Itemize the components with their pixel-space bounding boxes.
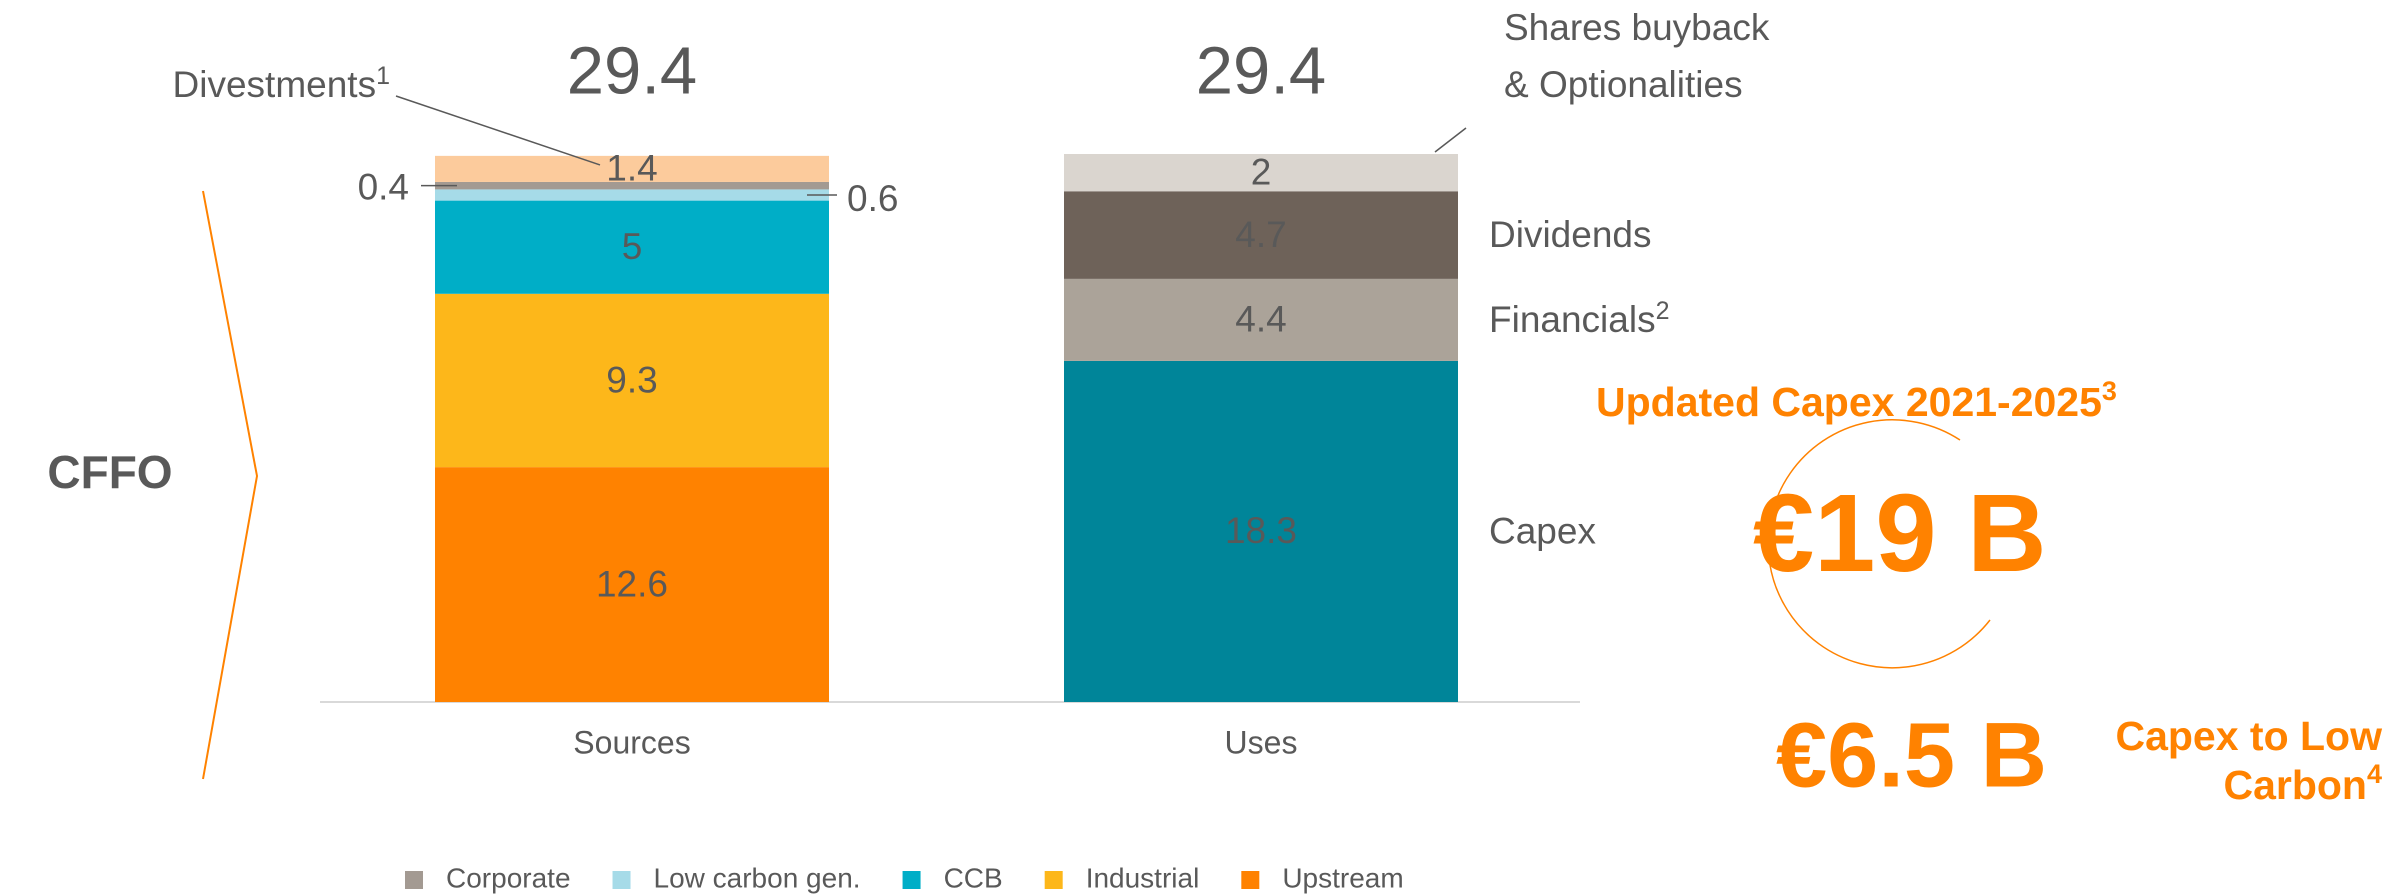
- total-label: 29.4: [1196, 34, 1326, 109]
- series-label: Financials2: [1489, 297, 1669, 340]
- data-label: 0.4: [358, 166, 409, 207]
- low-carbon-label: Carbon4: [2223, 759, 2382, 808]
- low-carbon-label-text: Carbon: [2223, 762, 2367, 808]
- bar-segment: [435, 293, 829, 468]
- data-label: 12.6: [596, 563, 668, 604]
- bar-segment: [1064, 154, 1458, 192]
- legend-swatch: [902, 871, 921, 889]
- legend-label: Industrial: [1086, 862, 1200, 893]
- leader-line: [395, 95, 601, 166]
- series-label-text: Financials: [1489, 299, 1656, 340]
- footnote: 1: [376, 62, 390, 90]
- capex-title: Updated Capex 2021-20253: [1596, 376, 2117, 425]
- cffo-bracket: [202, 190, 259, 780]
- legend-swatch: [1044, 871, 1063, 889]
- series-label: Divestments1: [173, 62, 390, 105]
- capex-value: €19 B: [1753, 472, 2047, 595]
- data-label: 5: [622, 226, 643, 267]
- leader-line: [1434, 127, 1467, 153]
- bar-segment: [1064, 360, 1458, 702]
- data-label: 2: [1251, 151, 1272, 192]
- data-label: 1.4: [606, 148, 657, 189]
- bar-segment: [435, 200, 829, 294]
- bar-segment: [1064, 191, 1458, 279]
- legend-label: CCB: [944, 862, 1003, 893]
- data-label: 9.3: [606, 359, 657, 400]
- legend-swatch: [405, 871, 423, 889]
- series-label-text: Capex: [1489, 510, 1596, 551]
- legend-swatch: [612, 871, 631, 889]
- data-label: 4.7: [1235, 214, 1286, 255]
- series-label-text: Divestments: [173, 64, 377, 105]
- data-label: 18.3: [1225, 510, 1297, 551]
- bar-segment: [435, 189, 829, 201]
- footnote: 3: [2102, 376, 2117, 406]
- series-label: Capex: [1489, 510, 1596, 551]
- footnote: 4: [2367, 759, 2382, 789]
- series-label: Dividends: [1489, 214, 1651, 255]
- footnote: 2: [1656, 297, 1670, 325]
- bar-segment: [435, 467, 829, 702]
- cffo-label: CFFO: [47, 446, 172, 498]
- bar-segment: [435, 181, 829, 190]
- data-label: 4.4: [1235, 299, 1286, 340]
- legend-swatch: [1241, 871, 1260, 889]
- series-label-text: & Optionalities: [1504, 64, 1743, 105]
- low-carbon-value: €6.5 B: [1776, 704, 2047, 806]
- total-label: 29.4: [567, 34, 697, 109]
- series-label-text: Dividends: [1489, 214, 1651, 255]
- x-tick-label: Uses: [1225, 724, 1298, 760]
- bar-segment: [1064, 278, 1458, 361]
- legend-label: Corporate: [446, 862, 571, 893]
- legend-label: Low carbon gen.: [654, 862, 861, 893]
- bar-segment: [435, 155, 829, 182]
- capex-title-text: Updated Capex 2021-2025: [1596, 379, 2102, 425]
- highlight-circle: [1767, 419, 1991, 669]
- low-carbon-label: Capex to Low: [2115, 713, 2382, 759]
- series-label: Shares buyback & Optionalities: [1504, 7, 1770, 105]
- legend-label: Upstream: [1282, 862, 1403, 893]
- x-tick-label: Sources: [573, 724, 690, 760]
- series-label-text: Shares buyback: [1504, 7, 1770, 48]
- data-label: 0.6: [847, 178, 898, 219]
